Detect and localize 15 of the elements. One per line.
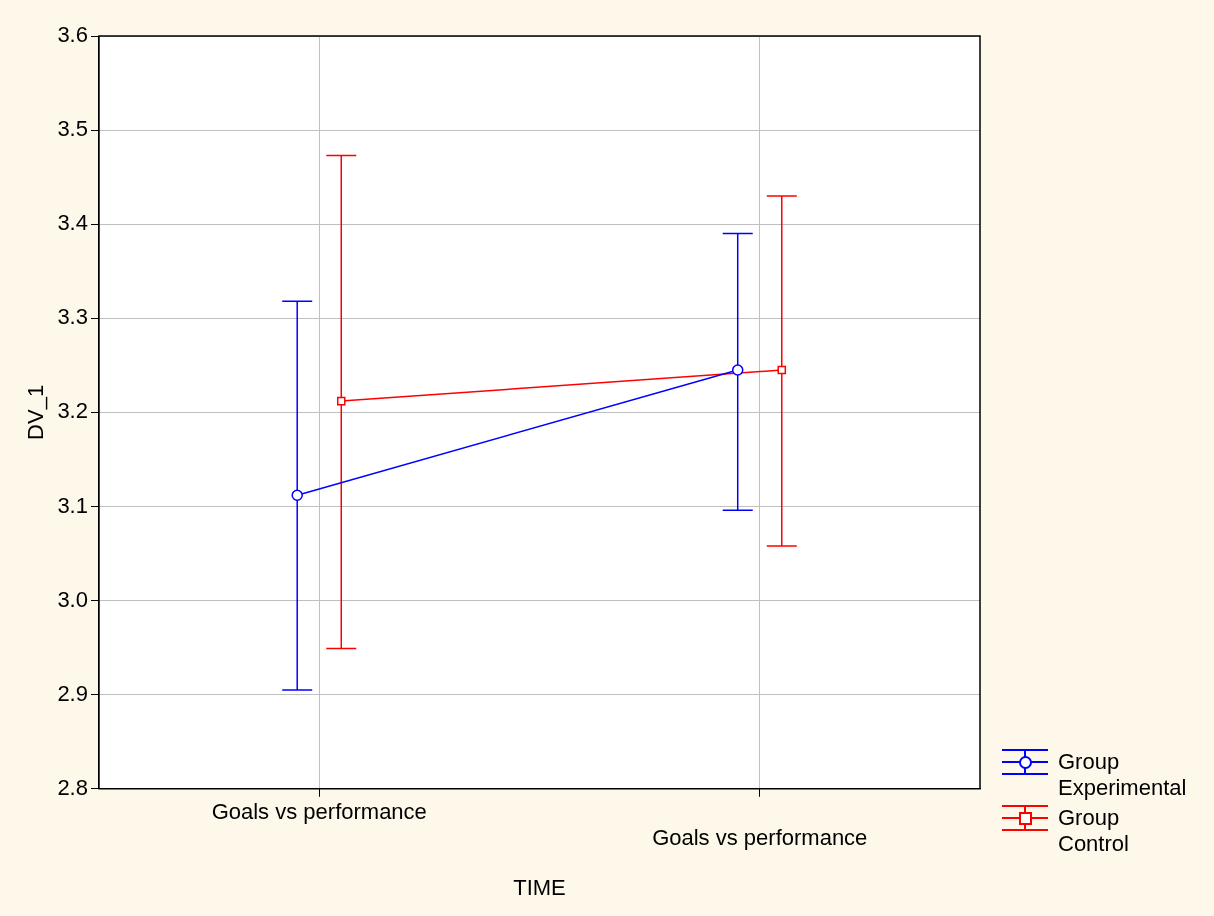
- y-axis-title: DV_1: [23, 384, 49, 440]
- y-tick-label: 3.5: [57, 116, 88, 142]
- y-tick-label: 3.0: [57, 586, 88, 612]
- y-tick-label: 3.6: [57, 22, 88, 48]
- y-tick-label: 3.1: [57, 492, 88, 518]
- y-tick-label: 3.3: [57, 304, 88, 330]
- x-axis-title: TIME: [513, 874, 566, 900]
- x-tick-label: Goals vs performance: [652, 825, 868, 851]
- y-tick-label: 2.9: [57, 680, 88, 706]
- legend-label: Group Control: [1058, 804, 1130, 857]
- y-tick-label: 3.4: [57, 210, 88, 236]
- y-tick-label: 2.8: [57, 774, 88, 800]
- x-tick-label: Goals vs performance: [211, 799, 427, 825]
- legend-label: Group Experimental: [1058, 748, 1187, 801]
- y-tick-label: 3.2: [57, 398, 88, 424]
